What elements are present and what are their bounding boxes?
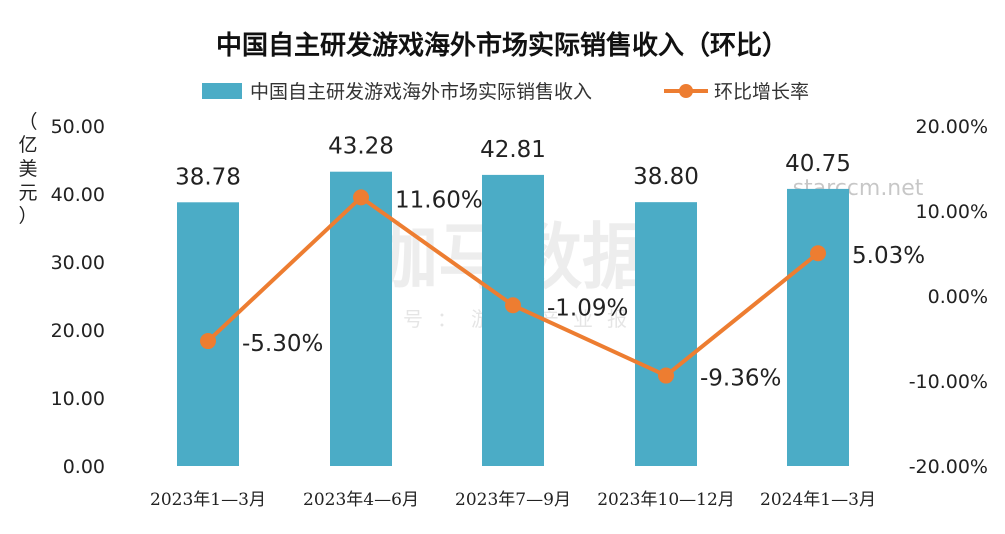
bar: [787, 188, 849, 466]
legend-bar-swatch: [202, 83, 242, 99]
line-value-label: 11.60%: [395, 187, 483, 213]
line-point: [200, 333, 216, 350]
line-point: [505, 297, 521, 314]
line-value-label: -9.36%: [700, 366, 781, 392]
y-tick-left: 40.00: [51, 184, 105, 206]
y-tick-right: 10.00%: [916, 201, 988, 223]
bar-value-label: 42.81: [480, 137, 546, 163]
line-point: [658, 367, 674, 384]
chart-title: 中国自主研发游戏海外市场实际销售收入（环比）: [216, 30, 788, 61]
x-tick-label: 2023年1—3月: [150, 490, 266, 510]
x-tick-label: 2023年7—9月: [455, 490, 571, 510]
bar-value-label: 38.78: [175, 164, 241, 190]
y-axis-left-title-char: 元: [18, 182, 37, 204]
x-axis: 2023年1—3月 2023年4—6月 2023年7—9月 2023年10—12月 20…: [150, 490, 876, 510]
bar-value-label: 43.28: [328, 134, 394, 160]
y-axis-left-title-char: ）: [18, 205, 37, 227]
line-value-label: -5.30%: [242, 331, 323, 357]
y-axis-left-title-char: 亿: [18, 134, 37, 156]
y-tick-left: 50.00: [51, 116, 105, 138]
y-axis-left: 0.00 10.00 20.00 30.00 40.00 50.00: [51, 116, 105, 478]
bar: [482, 174, 544, 466]
line-value-label: -1.09%: [547, 295, 628, 321]
bar: [330, 171, 392, 467]
y-tick-left: 30.00: [51, 252, 105, 274]
y-axis-left-title: （ 亿 美 元 ）: [18, 111, 37, 227]
y-axis-left-title-char: 美: [18, 158, 37, 180]
y-axis-left-title-char: （: [18, 111, 37, 133]
x-tick-label: 2024年1—3月: [760, 490, 876, 510]
y-tick-right: -20.00%: [909, 456, 988, 478]
line-value-label: 5.03%: [852, 243, 925, 269]
x-tick-label: 2023年10—12月: [597, 490, 735, 510]
legend-bar-label: 中国自主研发游戏海外市场实际销售收入: [250, 81, 592, 103]
legend-line-label: 环比增长率: [714, 81, 809, 103]
line-point: [810, 245, 826, 262]
x-tick-label: 2023年4—6月: [303, 490, 419, 510]
y-tick-left: 10.00: [51, 388, 105, 410]
bar-value-label: 40.75: [785, 151, 851, 177]
y-tick-right: 20.00%: [916, 116, 988, 138]
y-tick-left: 0.00: [63, 456, 105, 478]
legend: 中国自主研发游戏海外市场实际销售收入 环比增长率: [202, 81, 809, 103]
y-tick-right: 0.00%: [928, 286, 988, 308]
y-tick-left: 20.00: [51, 320, 105, 342]
bar-series: 38.78 43.28 42.81 38.80 40.75: [175, 134, 851, 467]
bar: [635, 202, 697, 466]
y-tick-right: -10.00%: [909, 371, 988, 393]
bar-value-label: 38.80: [633, 164, 699, 190]
legend-line-marker: [679, 84, 693, 98]
line-series: -5.30% 11.60% -1.09% -9.36% 5.03%: [200, 187, 925, 392]
line-point: [353, 189, 369, 206]
y-axis-right: -20.00% -10.00% 0.00% 10.00% 20.00%: [909, 116, 988, 478]
